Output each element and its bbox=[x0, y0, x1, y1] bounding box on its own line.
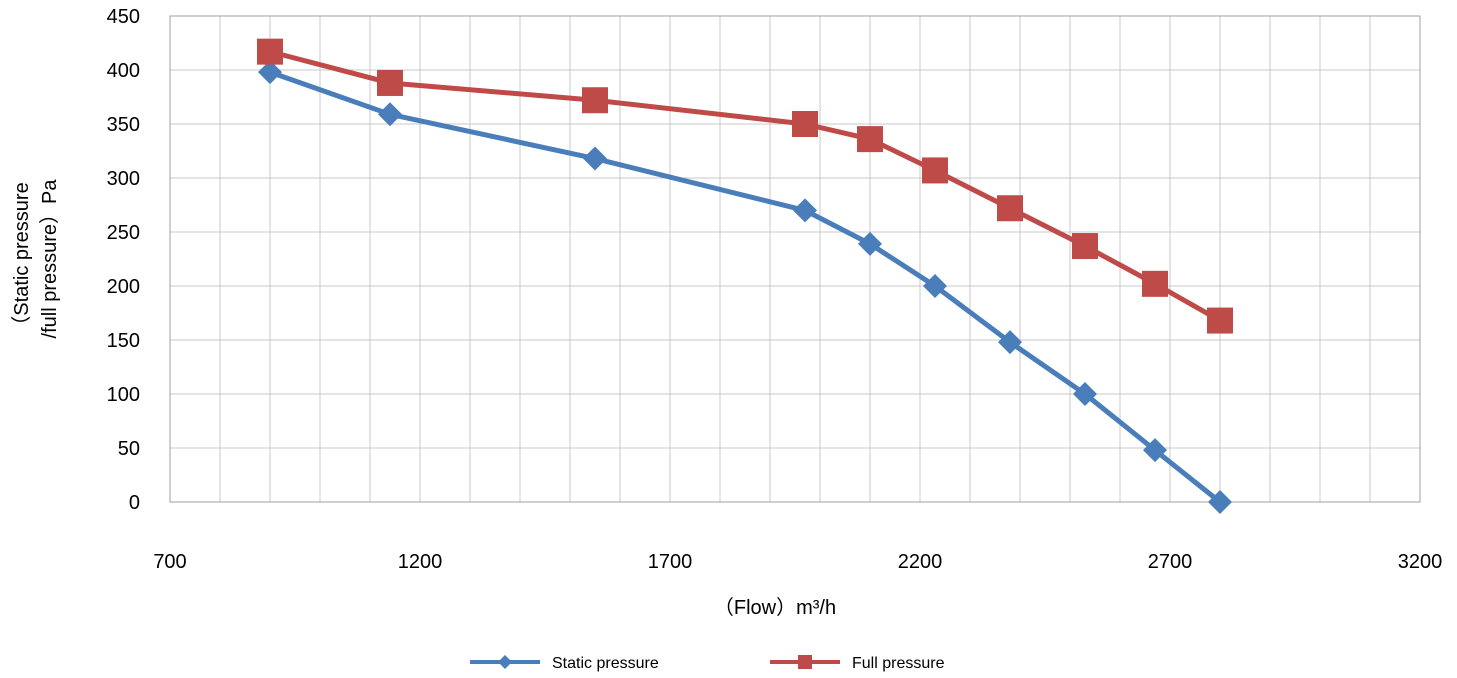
legend-label-full-pressure: Full pressure bbox=[852, 655, 945, 672]
data-point-diamond bbox=[1073, 382, 1097, 406]
y-tick-label: 100 bbox=[107, 384, 140, 406]
legend-marker-square-icon bbox=[798, 655, 812, 669]
y-tick-label: 300 bbox=[107, 168, 140, 190]
y-tick-label: 450 bbox=[107, 6, 140, 28]
data-point-diamond bbox=[1208, 490, 1232, 514]
data-point-square bbox=[1207, 307, 1233, 334]
legend-item-static-pressure: Static pressure bbox=[470, 655, 659, 672]
series-static-pressure bbox=[258, 60, 1232, 514]
data-point-square bbox=[377, 69, 403, 96]
series-line bbox=[269, 69, 1222, 504]
y-tick-label: 400 bbox=[107, 60, 140, 82]
y-tick-label: 0 bbox=[129, 492, 140, 514]
data-point-square bbox=[257, 38, 283, 65]
legend-label-static-pressure: Static pressure bbox=[552, 655, 659, 672]
data-point-square bbox=[997, 195, 1023, 222]
data-point-square bbox=[1072, 233, 1098, 260]
data-point-diamond bbox=[998, 330, 1022, 355]
y-tick-label: 250 bbox=[107, 222, 140, 244]
data-point-square bbox=[922, 157, 948, 184]
y-tick-label: 200 bbox=[107, 276, 140, 298]
plot-area-border bbox=[169, 15, 1421, 503]
data-point-square bbox=[1142, 270, 1168, 297]
data-point-diamond bbox=[583, 146, 607, 171]
legend: Static pressure Full pressure bbox=[470, 655, 945, 672]
y-axis-title-line-1: （Static pressure bbox=[10, 182, 33, 335]
data-point-diamond bbox=[858, 231, 882, 256]
x-tick-label: 700 bbox=[153, 551, 186, 573]
x-tick-label: 2200 bbox=[898, 551, 943, 573]
series-line bbox=[269, 49, 1222, 323]
x-tick-label: 2700 bbox=[1148, 551, 1193, 573]
x-tick-label: 3200 bbox=[1398, 551, 1443, 573]
legend-item-full-pressure: Full pressure bbox=[770, 655, 945, 672]
legend-marker-diamond-icon bbox=[498, 655, 512, 669]
data-point-square bbox=[582, 87, 608, 114]
data-point-square bbox=[792, 111, 818, 137]
data-point-diamond bbox=[793, 198, 817, 223]
x-axis-tick-labels: 700 1200 1700 2200 2700 3200 bbox=[153, 551, 1442, 573]
data-point-diamond bbox=[378, 102, 402, 127]
y-tick-label: 50 bbox=[118, 438, 140, 460]
y-axis-title: （Static pressure /full pressure）Pa bbox=[10, 179, 61, 339]
x-axis-title: （Flow）m³/h bbox=[714, 596, 836, 619]
data-point-diamond bbox=[1143, 438, 1167, 463]
x-tick-label: 1700 bbox=[648, 551, 693, 573]
y-axis-tick-labels: 0 50 100 150 200 250 300 350 400 450 bbox=[107, 6, 140, 514]
y-axis-title-line-2: /full pressure）Pa bbox=[38, 179, 61, 339]
series-lines bbox=[257, 38, 1233, 514]
grid bbox=[170, 16, 1420, 502]
x-tick-label: 1200 bbox=[398, 551, 443, 573]
y-tick-label: 150 bbox=[107, 330, 140, 352]
data-point-square bbox=[857, 126, 883, 153]
data-point-diamond bbox=[923, 274, 947, 298]
y-tick-label: 350 bbox=[107, 114, 140, 136]
series-full-pressure bbox=[257, 38, 1233, 334]
data-point-diamond bbox=[258, 60, 282, 85]
